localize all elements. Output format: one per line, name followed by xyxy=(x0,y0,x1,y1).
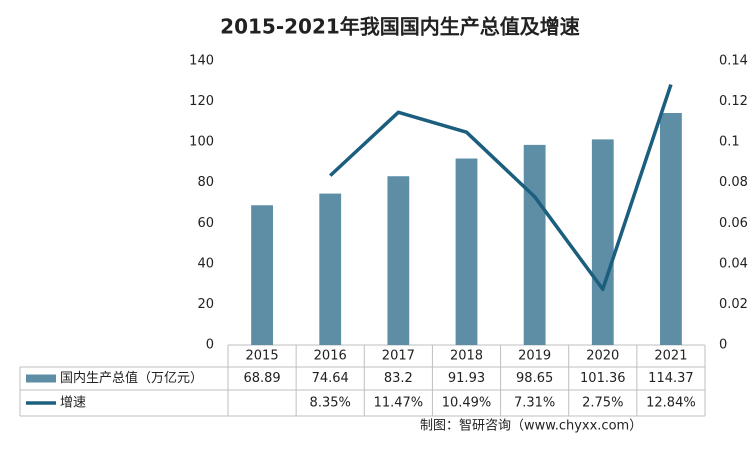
table-value: 11.47% xyxy=(374,396,424,411)
table-value: 8.35% xyxy=(310,396,351,411)
y2-tick-label: 0 xyxy=(719,338,727,353)
x-tick-label: 2020 xyxy=(586,349,619,364)
table-value: 98.65 xyxy=(516,371,553,386)
y2-tick-label: 0.02 xyxy=(719,297,748,312)
x-tick-label: 2015 xyxy=(246,349,279,364)
chart-title: 2015-2021年我国国内生产总值及增速 xyxy=(220,15,580,39)
bar xyxy=(455,158,478,345)
x-tick-label: 2016 xyxy=(314,349,347,364)
bar xyxy=(251,205,273,345)
table-value: 114.37 xyxy=(648,371,694,386)
y2-tick-label: 0.12 xyxy=(719,94,748,109)
table-value: 91.93 xyxy=(448,371,485,386)
line xyxy=(329,83,673,291)
table-value: 2.75% xyxy=(582,396,623,411)
y-tick-label: 100 xyxy=(189,135,214,150)
y-tick-label: 140 xyxy=(189,54,214,69)
y-tick-label: 20 xyxy=(197,297,214,312)
legend-label: 增速 xyxy=(60,396,86,411)
bar xyxy=(319,193,342,345)
y2-tick-label: 0.04 xyxy=(719,256,748,271)
x-tick-label: 2017 xyxy=(382,349,415,364)
legend-label: 国内生产总值（万亿元） xyxy=(60,370,203,386)
y-tick-label: 80 xyxy=(197,175,214,190)
bar xyxy=(523,144,546,345)
y-tick-label: 40 xyxy=(197,256,214,271)
table-value: 12.84% xyxy=(646,396,696,411)
table-value: 7.31% xyxy=(514,396,555,411)
x-tick-label: 2021 xyxy=(654,349,687,364)
bar xyxy=(591,139,614,345)
legend-swatch xyxy=(26,374,56,383)
y-tick-label: 120 xyxy=(189,94,214,109)
bar xyxy=(387,176,410,345)
table-value: 101.36 xyxy=(580,371,626,386)
y-tick-label: 60 xyxy=(197,216,214,231)
bar xyxy=(660,112,682,346)
table-value: 74.64 xyxy=(312,371,349,386)
x-tick-label: 2019 xyxy=(518,349,551,364)
y-tick-label: 0 xyxy=(206,338,214,353)
y2-tick-label: 0.08 xyxy=(719,175,748,190)
y2-tick-label: 0.14 xyxy=(719,54,748,69)
x-tick-label: 2018 xyxy=(450,349,483,364)
y2-tick-label: 0.1 xyxy=(719,135,740,150)
source: 制图：智研咨询（www.chyxx.com） xyxy=(420,419,642,434)
y2-tick-label: 0.06 xyxy=(719,216,748,231)
table-value: 68.89 xyxy=(243,371,280,386)
table-value: 83.2 xyxy=(384,371,413,386)
table-value: 10.49% xyxy=(442,396,492,411)
